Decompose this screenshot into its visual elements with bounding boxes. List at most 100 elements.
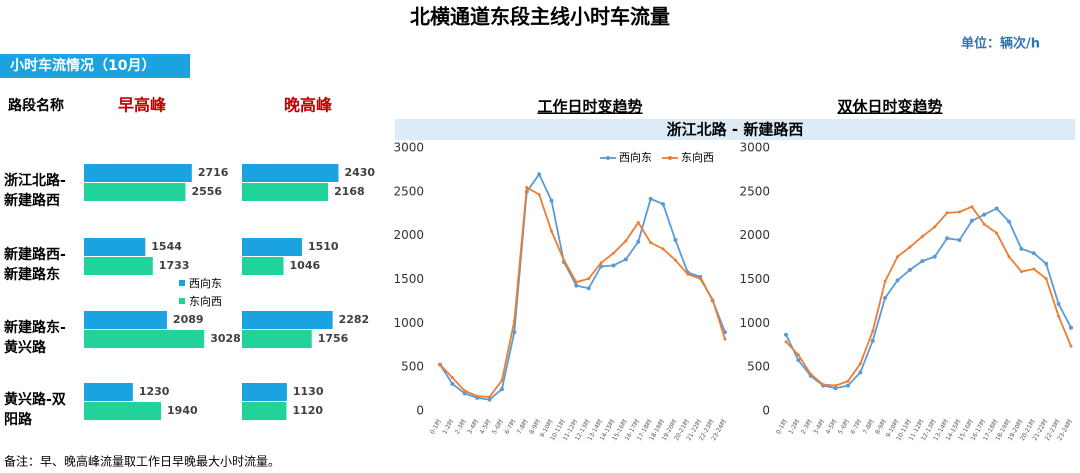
point: [982, 222, 986, 226]
point: [896, 255, 900, 259]
x-tick-label: 5-6时: [490, 418, 505, 436]
legend-marker: [606, 156, 610, 160]
y-tick-label: 1000: [393, 316, 424, 330]
point: [574, 283, 579, 288]
header: 路段名称: [8, 97, 64, 114]
point: [821, 383, 825, 387]
point: [834, 384, 838, 388]
point: [636, 239, 641, 244]
point: [525, 185, 529, 189]
point: [661, 247, 665, 251]
bar: [242, 402, 287, 420]
point: [711, 298, 715, 302]
footnote: 备注：早、晚高峰流量取工作日早晚最大小时流量。: [4, 454, 280, 469]
point: [673, 238, 678, 243]
bar-label: 3028: [210, 332, 241, 345]
legend-label: 西向东: [619, 150, 652, 164]
x-tick-label: 1-2时: [441, 418, 456, 436]
bar-label: 1230: [139, 385, 170, 398]
bar: [84, 257, 153, 275]
row-label: 黄兴路-双: [4, 391, 66, 408]
point: [1019, 270, 1023, 274]
point: [698, 277, 702, 281]
point: [450, 381, 455, 386]
row-label: 黄兴路: [4, 339, 47, 356]
unit: 单位：辆次/h: [961, 36, 1040, 52]
point: [883, 279, 887, 283]
point: [796, 353, 800, 357]
bar: [242, 164, 339, 182]
point: [450, 376, 454, 380]
point: [784, 340, 788, 344]
point: [932, 254, 937, 259]
point: [1069, 325, 1073, 330]
point: [871, 329, 875, 333]
legend-marker: [668, 156, 672, 160]
page-title: 北横通道东段主线小时车流量: [410, 5, 670, 29]
point: [462, 391, 467, 396]
point: [438, 363, 442, 367]
header: 晚高峰: [284, 96, 333, 115]
x-tick-label: 2-3时: [453, 418, 468, 436]
x-tick-label: 1-2时: [787, 418, 802, 436]
point: [784, 332, 788, 337]
bar: [84, 402, 162, 420]
point: [870, 338, 875, 343]
point: [537, 192, 541, 196]
banner: 浙江北路 - 新建路西: [667, 121, 804, 139]
point: [809, 372, 813, 376]
bar-label: 2168: [334, 185, 365, 198]
point: [1056, 302, 1061, 307]
point: [945, 211, 949, 215]
x-tick-label: 7-8时: [515, 418, 530, 436]
point: [537, 172, 542, 177]
y-tick-label: 1000: [739, 316, 770, 330]
point: [1007, 219, 1012, 224]
point: [463, 389, 467, 393]
bar-label: 1756: [318, 332, 349, 345]
bar-label: 1130: [293, 385, 324, 398]
point: [1031, 251, 1036, 256]
bar: [84, 330, 205, 348]
point: [1007, 255, 1011, 259]
y-tick-label: 500: [747, 360, 770, 374]
y-tick-label: 2500: [739, 184, 770, 198]
section-title: 小时车流情况（10月）: [10, 57, 155, 74]
y-tick-label: 3000: [739, 141, 770, 155]
bar: [84, 183, 186, 201]
bar: [242, 311, 333, 329]
bar-label: 2430: [344, 166, 375, 179]
point: [599, 261, 603, 265]
point: [686, 272, 690, 276]
row-label: 新建路东: [4, 266, 60, 283]
point: [920, 259, 925, 264]
x-tick-label: 6-7时: [849, 418, 864, 436]
point: [623, 257, 628, 262]
point: [1044, 261, 1049, 266]
point: [475, 394, 479, 398]
section-bar: [0, 54, 190, 78]
point: [488, 395, 492, 399]
legend-label: 东向西: [681, 150, 714, 164]
point: [587, 277, 591, 281]
y-tick-label: 2000: [739, 228, 770, 242]
point: [957, 238, 962, 243]
point: [649, 241, 653, 245]
bar: [84, 383, 133, 401]
point: [550, 229, 554, 233]
bar-label: 1120: [292, 404, 323, 417]
point: [858, 362, 862, 366]
point: [933, 225, 937, 229]
point: [1044, 277, 1048, 281]
row-label: 新建路东-: [4, 319, 66, 336]
point: [957, 210, 961, 214]
point: [895, 278, 900, 283]
point: [945, 236, 950, 241]
point: [512, 330, 517, 335]
x-tick-label: 7-8时: [861, 418, 876, 436]
x-tick-label: 4-5时: [478, 418, 493, 436]
point: [920, 235, 924, 239]
bar-label: 1510: [308, 240, 339, 253]
y-tick-label: 3000: [393, 141, 424, 155]
